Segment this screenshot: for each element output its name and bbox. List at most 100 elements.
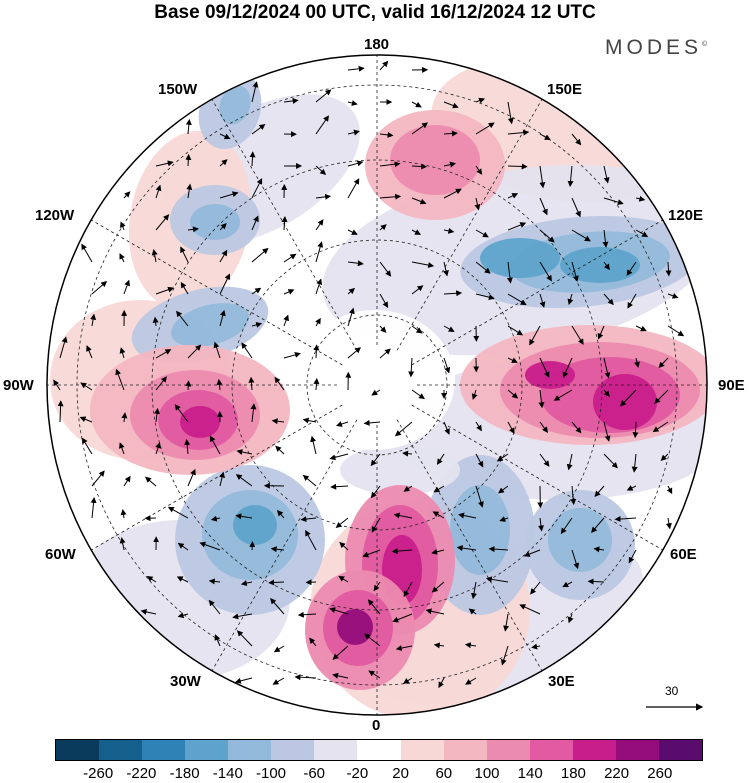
wind-vector <box>379 261 392 277</box>
wind-vector <box>119 347 126 359</box>
wind-vector <box>53 379 61 391</box>
wind-vector <box>315 241 324 263</box>
wind-vector <box>86 345 93 359</box>
wind-vector <box>614 516 637 523</box>
wind-vector <box>329 453 349 461</box>
colorbar-swatch <box>615 740 659 760</box>
wind-vector <box>176 310 189 327</box>
wind-vector <box>155 160 174 167</box>
wind-vector <box>187 344 202 359</box>
wind-vector <box>332 672 349 679</box>
wind-vector <box>411 197 427 205</box>
wind-vector <box>90 313 97 327</box>
wind-vector <box>571 229 591 242</box>
wind-vector <box>471 389 478 400</box>
wind-vector <box>119 537 126 551</box>
wind-vector <box>219 249 228 263</box>
lon-label-150w: 150W <box>158 81 198 98</box>
wind-vector <box>335 517 349 529</box>
wind-vector <box>123 191 131 199</box>
wind-vector <box>571 133 582 146</box>
wind-vector <box>507 163 528 170</box>
wind-vector <box>567 613 574 624</box>
wind-vector <box>347 129 360 136</box>
wind-vector <box>571 549 580 570</box>
wind-vector <box>121 412 128 423</box>
wind-vector <box>251 321 263 328</box>
wind-vector <box>635 325 647 332</box>
wind-vector <box>553 389 573 401</box>
wind-vector <box>465 677 477 685</box>
wind-vector <box>464 642 477 649</box>
wind-vector <box>362 549 381 558</box>
wind-vector <box>665 261 672 277</box>
wind-vector <box>251 124 266 135</box>
wind-vector <box>251 287 262 295</box>
wind-vector <box>140 609 157 615</box>
colorbar-swatch <box>271 740 315 760</box>
anomaly-field <box>47 55 707 715</box>
wind-vector <box>219 191 239 199</box>
anomaly-contour <box>560 247 640 283</box>
colorbar-ticks: -260 -220 -180 -140 -100 -60 -20 20 60 100 140 180 2… <box>0 765 750 783</box>
wind-vector <box>155 286 175 295</box>
wind-vector <box>499 516 509 522</box>
wind-vector <box>475 122 495 135</box>
wind-vector <box>539 261 552 282</box>
wind-vector <box>436 453 445 465</box>
wind-vector <box>251 81 259 103</box>
wind-vector <box>313 344 320 359</box>
wind-vector <box>236 630 253 647</box>
wind-vector <box>152 316 159 327</box>
wind-vector <box>631 453 638 473</box>
wind-vector <box>411 163 428 170</box>
wind-vector <box>347 347 361 359</box>
wind-vector <box>571 421 582 434</box>
wind-vector <box>475 97 486 104</box>
wind-vector <box>59 336 68 359</box>
wind-vector <box>603 197 624 206</box>
colorbar-swatch <box>443 740 487 760</box>
wind-vector <box>667 325 685 337</box>
wind-vector <box>627 293 637 309</box>
wind-vector <box>251 215 259 231</box>
wind-vector <box>475 165 483 175</box>
colorbar-swatch <box>314 740 358 760</box>
wind-vector <box>248 376 255 391</box>
wind-vector <box>591 517 605 533</box>
wind-vector <box>371 517 381 533</box>
wind-vector <box>379 193 402 200</box>
wind-vector <box>411 389 425 400</box>
wind-vector <box>485 576 509 583</box>
wind-vector <box>531 643 541 650</box>
wind-vector <box>394 421 413 437</box>
wind-vector <box>652 421 669 433</box>
wind-vector <box>411 122 429 135</box>
wind-vector <box>519 604 541 615</box>
wind-vector <box>219 133 231 140</box>
wind-vector <box>236 449 253 455</box>
wind-vector <box>603 421 611 442</box>
wind-vector <box>154 407 160 423</box>
wind-vector <box>587 578 605 585</box>
wind-vector <box>155 376 167 391</box>
colorbar <box>55 739 703 761</box>
wind-vector <box>566 453 573 471</box>
colorbar-tick-label: -140 <box>212 765 243 782</box>
wind-vector <box>392 613 413 623</box>
wind-vector <box>310 435 317 455</box>
colorbar-swatch <box>142 740 186 760</box>
anomaly-contour <box>525 361 575 389</box>
meridian-line <box>396 99 543 351</box>
colorbar-tick-label: 260 <box>647 765 673 782</box>
wind-vector <box>219 309 226 327</box>
anomaly-contour <box>190 204 240 240</box>
colorbar-swatch <box>185 740 229 760</box>
wind-vector <box>80 382 93 391</box>
wind-vector <box>391 548 413 555</box>
wind-vector <box>507 325 524 336</box>
wind-vector <box>155 349 172 359</box>
wind-vector <box>167 506 189 519</box>
wind-vector <box>475 261 491 274</box>
wind-vector <box>315 115 330 135</box>
